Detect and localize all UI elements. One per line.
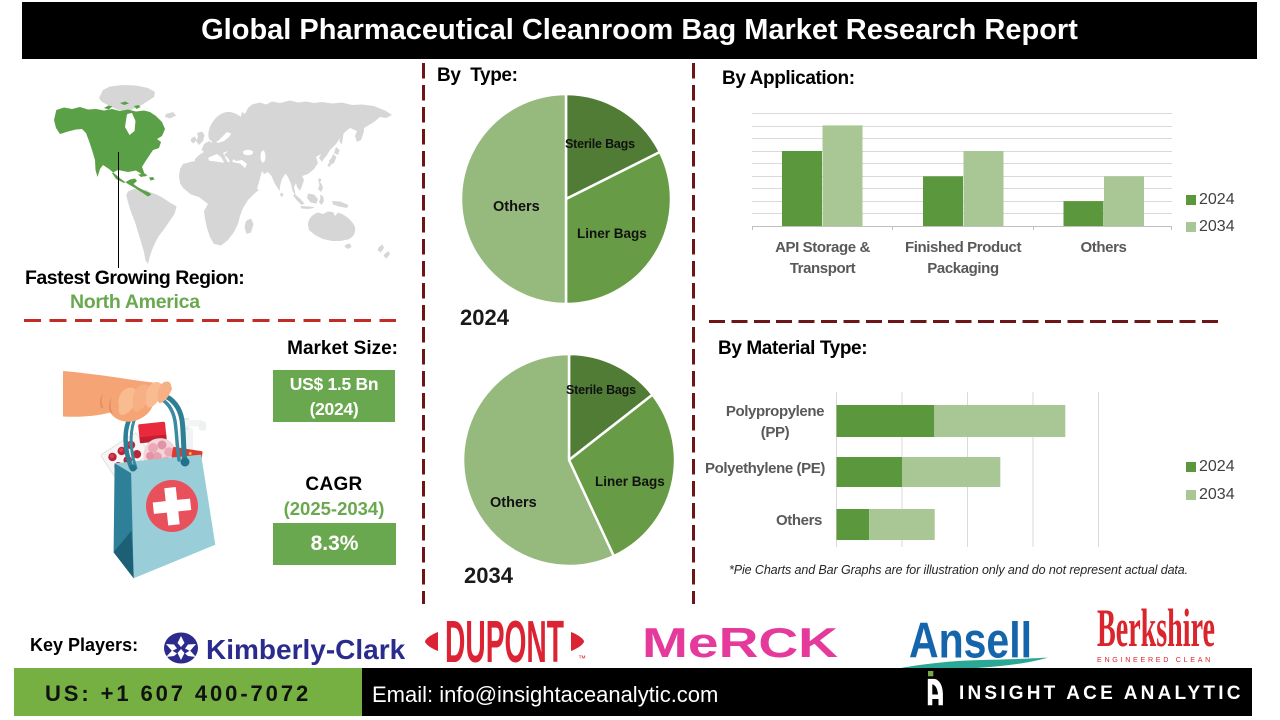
svg-text:MeRCK: MeRCK: [642, 620, 838, 660]
svg-text:Liner Bags: Liner Bags: [595, 474, 665, 489]
svg-text:Others: Others: [490, 495, 537, 511]
svg-text:Others: Others: [493, 199, 540, 215]
svg-text:Liner Bags: Liner Bags: [577, 226, 647, 241]
svg-text:Kimberly-Clark: Kimberly-Clark: [206, 634, 406, 665]
svg-text:DUPONT: DUPONT: [445, 616, 564, 668]
svg-text:™: ™: [578, 654, 586, 663]
svg-text:Berkshire: Berkshire: [1097, 597, 1215, 657]
svg-text:Sterile Bags: Sterile Bags: [566, 383, 636, 397]
svg-text:Sterile Bags: Sterile Bags: [565, 137, 635, 151]
svg-text:ENGINEERED CLEAN: ENGINEERED CLEAN: [1097, 657, 1213, 664]
